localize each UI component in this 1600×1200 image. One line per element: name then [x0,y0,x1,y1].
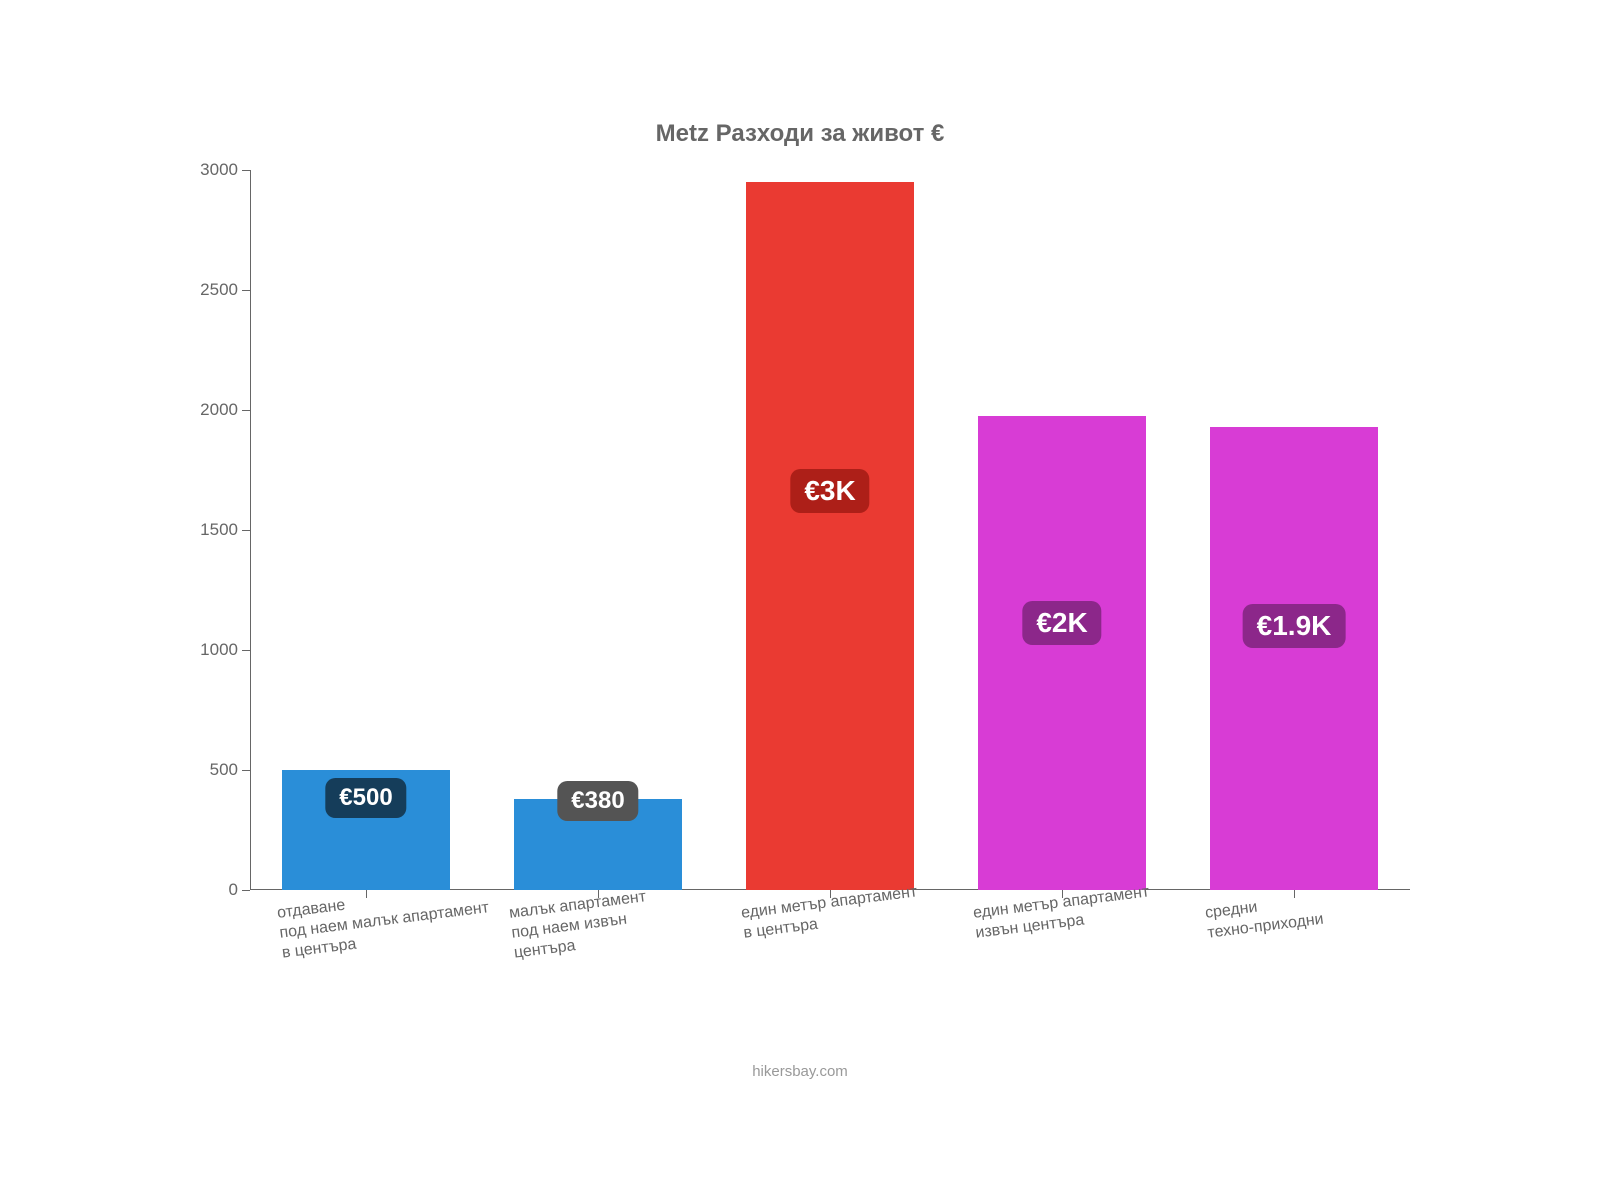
chart-title: Metz Разходи за живот € [160,120,1440,148]
bar [978,416,1145,890]
cost-of-living-chart: Metz Разходи за живот € 0 500 1000 1500 2000… [160,120,1440,1080]
y-tick-label: 2500 [200,280,238,300]
y-tick-label: 2000 [200,400,238,420]
bar-value-badge: €2K [1022,601,1101,645]
y-tick [242,410,250,411]
bar-value-badge: €3K [790,469,869,513]
x-labels-region: отдаване под наем малък апартамент в цен… [250,904,1410,1044]
x-category-label: отдаване под наем малък апартамент в цен… [276,878,493,963]
bar-value-badge: €380 [557,781,638,821]
bar-value-badge: €1.9K [1243,604,1346,648]
plot-area: 050010001500200025003000€500€380€3K€2K€1… [250,170,1410,890]
y-tick [242,290,250,291]
bar [1210,427,1377,890]
bar [746,182,913,890]
x-category-label: средни техно-приходни [1204,890,1325,944]
y-tick [242,170,250,171]
y-tick-label: 1000 [200,640,238,660]
x-category-label: малък апартамент под наем извън центъра [508,887,652,963]
y-tick [242,770,250,771]
bar-value-badge: €500 [325,778,406,818]
y-tick-label: 1500 [200,520,238,540]
y-tick-label: 0 [229,880,238,900]
y-tick-label: 3000 [200,160,238,180]
y-tick-label: 500 [210,760,238,780]
y-tick [242,890,250,891]
y-tick [242,650,250,651]
y-axis [250,170,251,890]
attribution: hikersbay.com [160,1063,1440,1080]
y-tick [242,530,250,531]
